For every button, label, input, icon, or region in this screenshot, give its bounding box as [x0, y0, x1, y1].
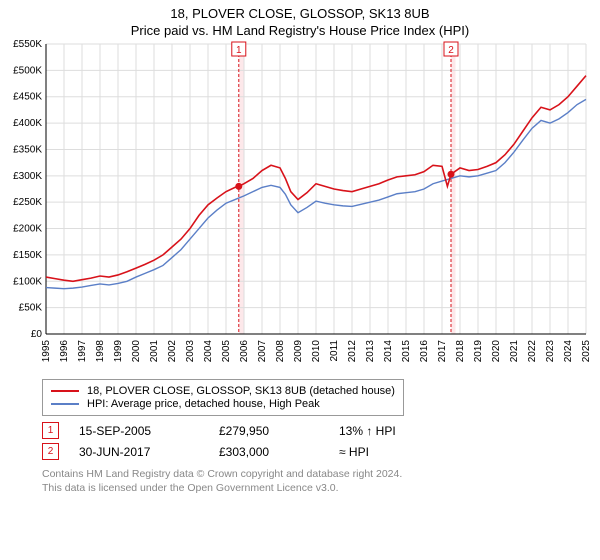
sale-row: 2 30-JUN-2017 £303,000 ≈ HPI — [42, 443, 600, 460]
svg-text:2017: 2017 — [437, 340, 448, 363]
svg-text:2008: 2008 — [275, 340, 286, 363]
svg-text:1997: 1997 — [77, 340, 88, 363]
subtitle: Price paid vs. HM Land Registry's House … — [0, 23, 600, 38]
svg-text:£400K: £400K — [13, 118, 42, 129]
sale-vs-hpi: 13% ↑ HPI — [339, 424, 396, 438]
legend-item: 18, PLOVER CLOSE, GLOSSOP, SK13 8UB (det… — [51, 385, 395, 397]
svg-text:£100K: £100K — [13, 276, 42, 287]
footer-line: Contains HM Land Registry data © Crown c… — [42, 468, 600, 482]
svg-text:£150K: £150K — [13, 250, 42, 261]
footer: Contains HM Land Registry data © Crown c… — [42, 468, 600, 495]
svg-text:2000: 2000 — [131, 340, 142, 363]
svg-text:2: 2 — [448, 45, 454, 56]
svg-text:2009: 2009 — [293, 340, 304, 363]
svg-text:2023: 2023 — [545, 340, 556, 363]
svg-text:£50K: £50K — [19, 303, 43, 314]
svg-text:£0: £0 — [31, 329, 43, 340]
svg-text:2019: 2019 — [473, 340, 484, 363]
svg-text:£550K: £550K — [13, 39, 42, 50]
svg-text:1998: 1998 — [95, 340, 106, 363]
svg-text:2005: 2005 — [221, 340, 232, 363]
svg-text:2007: 2007 — [257, 340, 268, 363]
svg-text:2012: 2012 — [347, 340, 358, 363]
svg-text:2025: 2025 — [581, 340, 592, 363]
legend-swatch — [51, 403, 79, 405]
svg-text:2003: 2003 — [185, 340, 196, 363]
sales-table: 1 15-SEP-2005 £279,950 13% ↑ HPI 2 30-JU… — [42, 422, 600, 460]
legend-item: HPI: Average price, detached house, High… — [51, 398, 395, 410]
chart-svg: £0 £50K £100K £150K £200K £250K £300K £350K £400… — [0, 38, 600, 368]
svg-text:2013: 2013 — [365, 340, 376, 363]
svg-text:2002: 2002 — [167, 340, 178, 363]
sale-price: £303,000 — [219, 445, 339, 459]
svg-text:2001: 2001 — [149, 340, 160, 363]
svg-text:1: 1 — [236, 45, 242, 56]
svg-text:2020: 2020 — [491, 340, 502, 363]
sale-vs-hpi: ≈ HPI — [339, 445, 369, 459]
svg-text:1999: 1999 — [113, 340, 124, 363]
chart: £0 £50K £100K £150K £200K £250K £300K £350K £400… — [0, 38, 600, 373]
sale-row: 1 15-SEP-2005 £279,950 13% ↑ HPI — [42, 422, 600, 439]
svg-text:2004: 2004 — [203, 340, 214, 363]
svg-text:2014: 2014 — [383, 340, 394, 363]
svg-text:2021: 2021 — [509, 340, 520, 363]
svg-text:2018: 2018 — [455, 340, 466, 363]
svg-text:2015: 2015 — [401, 340, 412, 363]
svg-text:1995: 1995 — [41, 340, 52, 363]
svg-text:2011: 2011 — [329, 340, 340, 362]
sale-date: 30-JUN-2017 — [79, 445, 219, 459]
legend-swatch — [51, 390, 79, 392]
svg-text:2016: 2016 — [419, 340, 430, 363]
svg-text:2024: 2024 — [563, 340, 574, 363]
page-container: 18, PLOVER CLOSE, GLOSSOP, SK13 8UB Pric… — [0, 0, 600, 495]
legend-label: 18, PLOVER CLOSE, GLOSSOP, SK13 8UB (det… — [87, 385, 395, 397]
header: 18, PLOVER CLOSE, GLOSSOP, SK13 8UB Pric… — [0, 0, 600, 38]
sale-marker-icon: 1 — [42, 422, 59, 439]
svg-text:£350K: £350K — [13, 144, 42, 155]
svg-text:£200K: £200K — [13, 224, 42, 235]
svg-text:£500K: £500K — [13, 65, 42, 76]
svg-text:2022: 2022 — [527, 340, 538, 363]
sale-marker-icon: 2 — [42, 443, 59, 460]
sale-date: 15-SEP-2005 — [79, 424, 219, 438]
svg-text:£300K: £300K — [13, 171, 42, 182]
svg-text:1996: 1996 — [59, 340, 70, 363]
legend: 18, PLOVER CLOSE, GLOSSOP, SK13 8UB (det… — [42, 379, 404, 416]
svg-text:2010: 2010 — [311, 340, 322, 363]
svg-text:£250K: £250K — [13, 197, 42, 208]
sale-price: £279,950 — [219, 424, 339, 438]
footer-line: This data is licensed under the Open Gov… — [42, 482, 600, 496]
svg-text:2006: 2006 — [239, 340, 250, 363]
svg-text:£450K: £450K — [13, 92, 42, 103]
address-title: 18, PLOVER CLOSE, GLOSSOP, SK13 8UB — [0, 6, 600, 21]
legend-label: HPI: Average price, detached house, High… — [87, 398, 320, 410]
